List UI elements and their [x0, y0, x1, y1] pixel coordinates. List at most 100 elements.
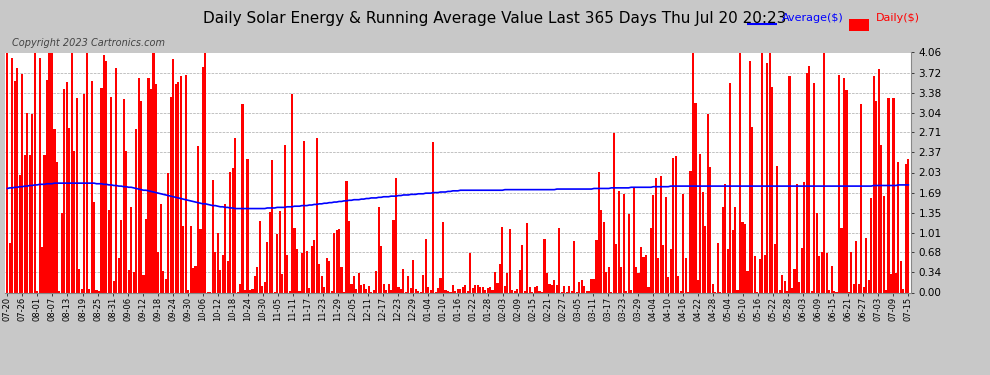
Bar — [758, 259, 761, 292]
Bar — [679, 291, 682, 292]
Bar — [821, 252, 823, 292]
Bar — [469, 253, 471, 292]
Bar — [638, 273, 640, 292]
Bar — [514, 291, 516, 292]
Bar — [98, 291, 100, 292]
Bar — [662, 245, 664, 292]
Bar — [88, 290, 90, 292]
Bar — [60, 213, 63, 292]
Bar — [890, 274, 892, 292]
Bar — [555, 285, 558, 292]
Bar — [162, 271, 164, 292]
Bar — [481, 287, 484, 292]
Bar — [154, 84, 157, 292]
Bar — [766, 63, 768, 292]
Bar — [446, 291, 449, 292]
Bar — [748, 61, 751, 292]
Bar — [588, 291, 590, 292]
Bar — [85, 53, 88, 292]
Bar — [338, 229, 341, 292]
Bar — [768, 53, 771, 292]
Bar — [702, 192, 704, 292]
Bar — [842, 78, 845, 292]
Bar — [539, 291, 541, 292]
Bar — [746, 272, 748, 292]
Bar — [234, 138, 237, 292]
Bar — [422, 275, 425, 292]
Bar — [907, 159, 910, 292]
Bar — [669, 249, 672, 292]
Bar — [50, 53, 53, 292]
Bar — [130, 207, 133, 292]
Bar — [590, 279, 593, 292]
Bar — [838, 75, 841, 292]
Bar — [786, 291, 788, 292]
Bar — [712, 284, 714, 292]
Bar — [377, 207, 380, 292]
Bar — [628, 214, 630, 292]
Bar — [516, 290, 519, 292]
Bar — [466, 291, 469, 292]
Bar — [34, 53, 36, 292]
Bar — [550, 285, 553, 292]
Bar — [212, 180, 214, 292]
Bar — [214, 252, 217, 292]
Bar — [415, 289, 417, 292]
Bar — [456, 289, 459, 292]
Bar — [845, 90, 847, 292]
Bar — [202, 67, 204, 292]
Bar — [367, 286, 370, 292]
Bar — [722, 207, 724, 292]
Bar — [598, 172, 600, 292]
Bar — [39, 58, 41, 292]
Bar — [734, 207, 737, 292]
Bar — [152, 53, 154, 292]
Bar — [192, 268, 194, 292]
Bar — [600, 210, 603, 292]
Bar — [298, 291, 301, 292]
Bar — [603, 222, 605, 292]
Bar — [781, 275, 783, 292]
Bar — [108, 210, 110, 292]
Bar — [778, 290, 781, 292]
Bar — [311, 246, 313, 292]
Bar — [346, 180, 347, 292]
Bar — [558, 228, 560, 292]
Bar — [266, 242, 268, 292]
Bar — [783, 280, 786, 292]
Text: Daily Solar Energy & Running Average Value Last 365 Days Thu Jul 20 20:23: Daily Solar Energy & Running Average Val… — [203, 11, 787, 26]
Bar — [897, 162, 900, 292]
Bar — [667, 277, 669, 292]
Bar — [306, 251, 308, 292]
Bar — [709, 167, 712, 292]
Bar — [123, 99, 125, 292]
Bar — [870, 198, 872, 292]
Bar — [841, 228, 842, 292]
Bar — [113, 280, 115, 292]
Bar — [811, 291, 813, 292]
Bar — [496, 283, 499, 292]
Bar — [545, 273, 548, 292]
Bar — [31, 114, 34, 292]
Bar — [743, 224, 746, 292]
Bar — [875, 101, 877, 292]
Bar — [855, 241, 857, 292]
Bar — [347, 220, 350, 292]
Bar — [694, 103, 697, 292]
Text: Average($): Average($) — [782, 13, 843, 23]
Bar — [95, 290, 98, 292]
Bar — [239, 284, 242, 292]
Bar — [526, 223, 529, 292]
Bar — [570, 291, 573, 292]
Bar — [623, 194, 625, 292]
Bar — [857, 284, 860, 292]
Bar — [336, 231, 338, 292]
Bar — [65, 82, 68, 292]
Bar — [877, 69, 880, 292]
Bar — [75, 98, 78, 292]
Bar — [509, 229, 511, 292]
Bar — [793, 269, 796, 292]
Bar — [464, 285, 466, 292]
Bar — [461, 286, 464, 292]
Bar — [887, 98, 890, 292]
